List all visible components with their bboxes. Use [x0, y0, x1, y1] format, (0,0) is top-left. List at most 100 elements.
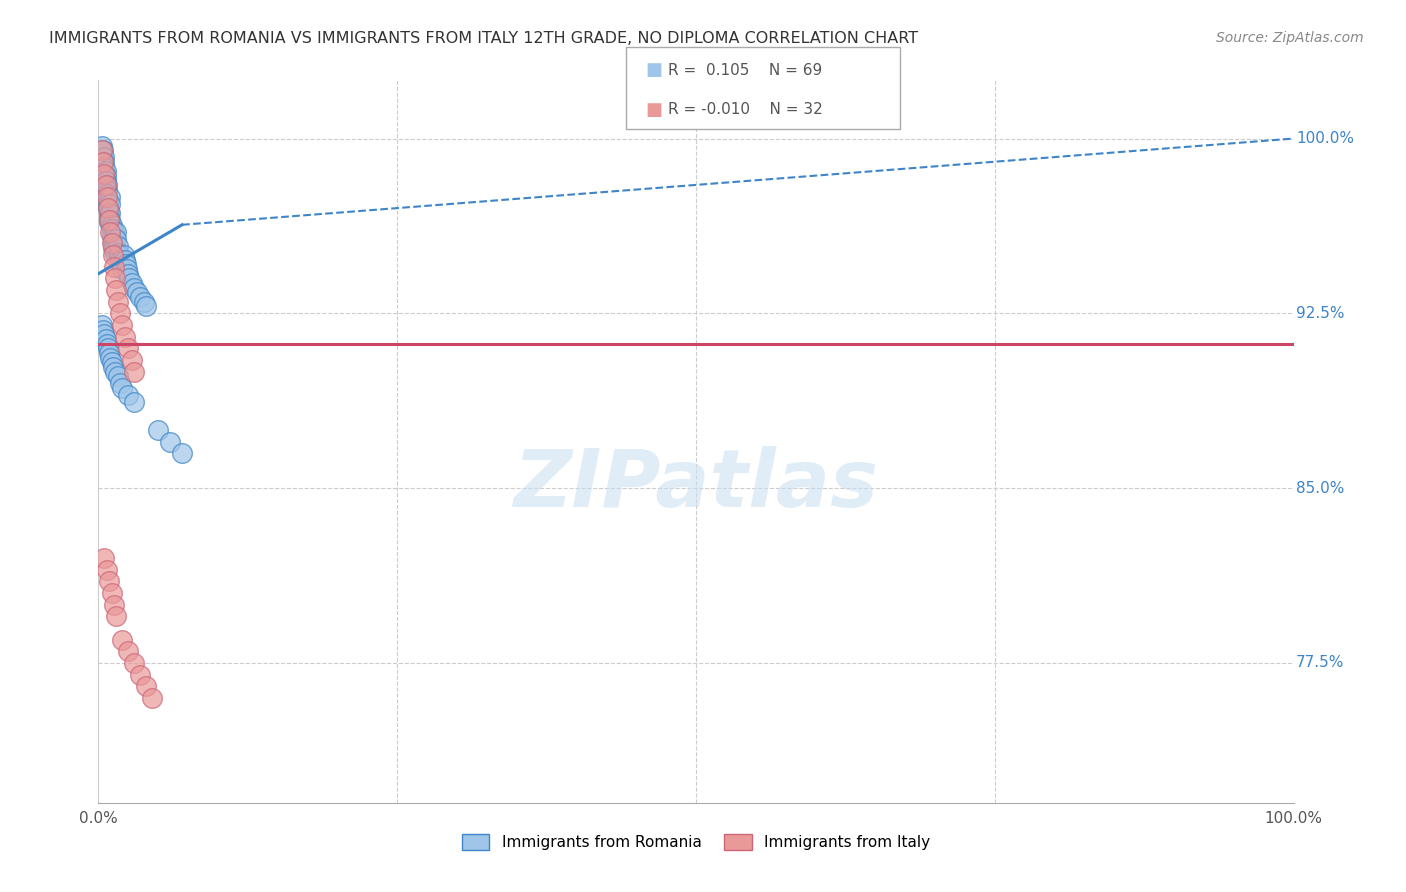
Point	[114, 252, 136, 267]
Text: 77.5%: 77.5%	[1296, 656, 1344, 671]
Point	[107, 369, 129, 384]
Point	[114, 329, 136, 343]
Point	[124, 395, 146, 409]
Legend: Immigrants from Romania, Immigrants from Italy: Immigrants from Romania, Immigrants from…	[456, 829, 936, 856]
Point	[93, 551, 115, 566]
Point	[94, 332, 117, 346]
Point	[111, 318, 134, 332]
Point	[117, 644, 139, 658]
Point	[94, 178, 117, 193]
Text: ■: ■	[645, 62, 662, 79]
Point	[105, 609, 128, 624]
Point	[107, 239, 129, 253]
Point	[132, 294, 155, 309]
Point	[100, 229, 122, 244]
Point	[97, 192, 120, 206]
Point	[117, 388, 139, 402]
Point	[97, 341, 120, 355]
Text: 92.5%: 92.5%	[1296, 306, 1344, 321]
Point	[107, 294, 129, 309]
Point	[103, 225, 125, 239]
Point	[93, 150, 115, 164]
Point	[93, 167, 115, 181]
Point	[101, 241, 124, 255]
Point	[97, 202, 120, 216]
Point	[111, 262, 134, 277]
Point	[148, 423, 170, 437]
Point	[104, 245, 127, 260]
Point	[124, 656, 146, 670]
Point	[101, 234, 124, 248]
Point	[121, 353, 143, 368]
Point	[124, 365, 146, 379]
Point	[96, 190, 118, 204]
Point	[91, 323, 114, 337]
Point	[108, 306, 131, 320]
Point	[121, 276, 143, 290]
Point	[98, 346, 121, 360]
Point	[93, 327, 115, 342]
Point	[98, 574, 121, 589]
Point	[94, 173, 117, 187]
Point	[94, 164, 117, 178]
Point	[91, 143, 114, 157]
Point	[141, 690, 163, 705]
Text: ■: ■	[645, 101, 662, 119]
Point	[111, 381, 134, 395]
Point	[103, 260, 125, 274]
Point	[98, 213, 122, 227]
Point	[98, 190, 122, 204]
Point	[105, 283, 128, 297]
Text: Source: ZipAtlas.com: Source: ZipAtlas.com	[1216, 31, 1364, 45]
Point	[98, 211, 121, 225]
Point	[91, 154, 114, 169]
Point	[100, 236, 122, 251]
Point	[101, 359, 124, 374]
Text: IMMIGRANTS FROM ROMANIA VS IMMIGRANTS FROM ITALY 12TH GRADE, NO DIPLOMA CORRELAT: IMMIGRANTS FROM ROMANIA VS IMMIGRANTS FR…	[49, 31, 918, 46]
Point	[124, 281, 146, 295]
Point	[97, 202, 120, 216]
Point	[98, 215, 121, 229]
Point	[125, 285, 148, 300]
Point	[115, 262, 138, 277]
Point	[129, 290, 152, 304]
Point	[117, 267, 139, 281]
Point	[96, 187, 118, 202]
Point	[107, 245, 129, 260]
Point	[93, 154, 115, 169]
Point	[94, 169, 117, 183]
Text: R =  0.105    N = 69: R = 0.105 N = 69	[668, 63, 823, 78]
Point	[115, 257, 138, 271]
Point	[112, 248, 135, 262]
Point	[93, 160, 115, 174]
Point	[97, 196, 120, 211]
Point	[98, 196, 122, 211]
Point	[110, 257, 132, 271]
Point	[100, 218, 122, 232]
Point	[91, 138, 114, 153]
Point	[96, 563, 118, 577]
Point	[107, 248, 129, 262]
Point	[98, 225, 122, 239]
Text: R = -0.010    N = 32: R = -0.010 N = 32	[668, 103, 823, 117]
Point	[103, 232, 125, 246]
Point	[172, 446, 194, 460]
Point	[91, 318, 114, 332]
Point	[100, 355, 122, 369]
Point	[100, 222, 122, 236]
Point	[108, 252, 131, 267]
Point	[129, 667, 152, 681]
Point	[98, 206, 121, 220]
Point	[91, 143, 114, 157]
Point	[96, 183, 118, 197]
Point	[108, 376, 131, 391]
Point	[117, 341, 139, 355]
Point	[104, 365, 127, 379]
Point	[98, 351, 122, 365]
Point	[159, 434, 181, 449]
Point	[105, 225, 128, 239]
Point	[105, 232, 128, 246]
Point	[111, 632, 134, 647]
Point	[104, 271, 127, 285]
Point	[135, 299, 157, 313]
